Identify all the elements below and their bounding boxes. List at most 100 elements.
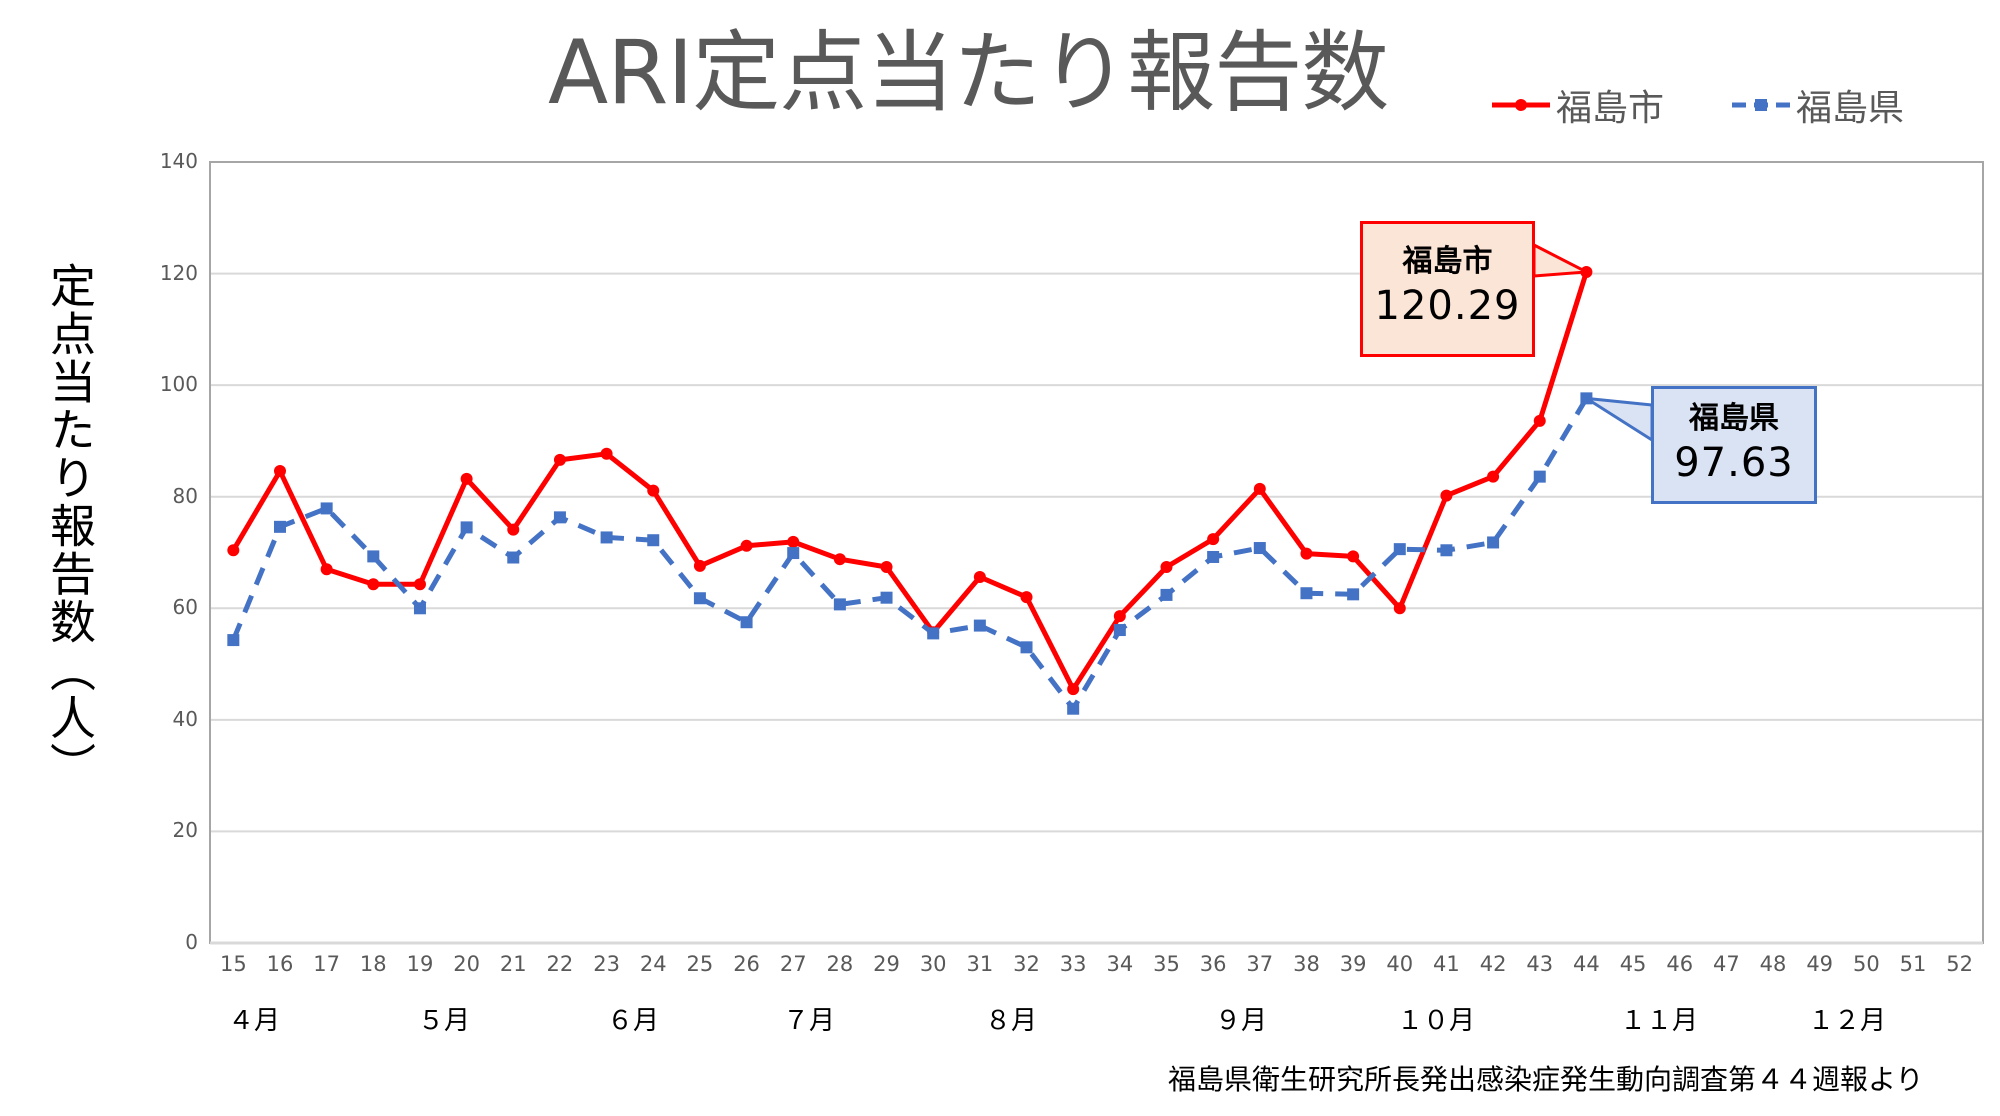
data-point-marker xyxy=(600,531,613,544)
data-point-marker xyxy=(833,553,846,566)
data-point-marker xyxy=(1207,533,1220,546)
data-point-marker xyxy=(1067,702,1080,715)
y-axis-title: 定点当たり報告数（人） xyxy=(43,262,97,790)
x-tick-label: 44 xyxy=(1573,952,1600,976)
x-tick-label: 28 xyxy=(826,952,854,976)
y-tick-label: 120 xyxy=(159,260,198,285)
x-tick-label: 45 xyxy=(1619,952,1647,976)
x-tick-label: 48 xyxy=(1759,952,1787,976)
y-tick-label: 40 xyxy=(172,706,198,731)
callout-pointer xyxy=(1532,242,1592,278)
data-point-marker xyxy=(507,523,520,536)
data-point-marker xyxy=(1113,610,1126,623)
data-point-marker xyxy=(507,551,520,564)
x-tick-label: 25 xyxy=(686,952,714,976)
data-point-marker xyxy=(973,619,986,632)
x-tick-label: 50 xyxy=(1852,952,1880,976)
month-label: １２月 xyxy=(1808,1006,1887,1036)
callout-series-name: 福島市 xyxy=(1402,244,1493,279)
data-point-marker xyxy=(1440,489,1453,502)
x-tick-label: 18 xyxy=(359,952,387,976)
series-line-fukushima-prefecture xyxy=(230,397,1589,712)
legend-item-fukushima-prefecture: 福島県 xyxy=(1732,79,1904,131)
x-tick-label: 47 xyxy=(1713,952,1740,976)
x-tick-label: 22 xyxy=(546,952,574,976)
data-point-marker xyxy=(1347,588,1360,601)
data-point-marker xyxy=(787,535,800,548)
data-point-marker xyxy=(1160,561,1173,574)
data-point-marker xyxy=(367,550,380,563)
x-tick-label: 33 xyxy=(1059,952,1087,976)
x-tick-label: 46 xyxy=(1666,952,1694,976)
data-point-marker xyxy=(367,578,380,591)
data-point-marker xyxy=(973,571,986,584)
callout-fukushima-city: 福島市 120.29 xyxy=(1360,221,1535,357)
data-point-marker xyxy=(833,598,846,611)
data-point-marker xyxy=(1440,544,1453,557)
x-tick-label: 52 xyxy=(1946,952,1974,976)
month-label: ５月 xyxy=(418,1006,471,1036)
month-label: ８月 xyxy=(985,1006,1038,1036)
callout-fukushima-prefecture: 福島県 97.63 xyxy=(1651,386,1817,504)
data-point-marker xyxy=(880,561,893,574)
legend-item-fukushima-city: 福島市 xyxy=(1492,79,1664,131)
data-point-marker xyxy=(553,511,566,524)
x-tick-label: 23 xyxy=(593,952,620,976)
data-point-marker xyxy=(413,602,426,615)
data-point-marker xyxy=(1020,591,1033,604)
x-tick-label: 20 xyxy=(453,952,480,976)
y-tick-label: 0 xyxy=(185,930,198,954)
x-tick-label: 49 xyxy=(1806,952,1834,976)
x-tick-label: 15 xyxy=(219,952,247,976)
callout-value: 97.63 xyxy=(1674,440,1794,486)
y-tick-label: 100 xyxy=(159,372,198,397)
x-tick-label: 19 xyxy=(406,952,434,976)
y-tick-label: 80 xyxy=(172,483,198,508)
data-point-marker xyxy=(880,591,893,604)
x-tick-label: 21 xyxy=(499,952,527,976)
x-tick-label: 37 xyxy=(1246,952,1274,976)
data-point-marker xyxy=(1160,588,1173,601)
callout-pointer xyxy=(1585,396,1654,443)
data-point-marker xyxy=(227,634,240,647)
series-line-fukushima-city xyxy=(231,271,1589,692)
data-point-marker xyxy=(1533,470,1546,483)
legend-line-circle-icon xyxy=(1492,99,1550,111)
data-point-marker xyxy=(1300,587,1313,600)
callout-value: 120.29 xyxy=(1374,283,1521,329)
data-point-marker xyxy=(740,616,753,629)
legend-label: 福島市 xyxy=(1556,88,1665,129)
callout-series-name: 福島県 xyxy=(1689,401,1779,436)
data-point-marker xyxy=(227,544,240,557)
legend-label: 福島県 xyxy=(1796,88,1905,129)
x-tick-label: 17 xyxy=(313,952,340,976)
plot-border xyxy=(209,161,1984,944)
data-point-marker xyxy=(1533,414,1546,427)
data-point-marker xyxy=(1300,547,1313,560)
data-point-marker xyxy=(1393,543,1406,556)
x-tick-label: 31 xyxy=(966,952,994,976)
data-point-marker xyxy=(1253,542,1266,555)
legend: 福島市 福島県 xyxy=(1492,80,1964,130)
data-point-marker xyxy=(1347,550,1360,563)
data-point-marker xyxy=(1393,602,1406,615)
x-tick-label: 24 xyxy=(639,952,667,976)
x-tick-label: 27 xyxy=(779,952,807,976)
x-tick-label: 32 xyxy=(1013,952,1040,976)
month-label: １０月 xyxy=(1397,1006,1476,1036)
x-tick-label: 34 xyxy=(1106,952,1134,976)
month-label: ４月 xyxy=(228,1006,281,1036)
data-point-marker xyxy=(693,592,706,605)
data-point-marker xyxy=(320,502,333,515)
data-point-marker xyxy=(1487,470,1500,483)
data-point-marker xyxy=(787,547,800,560)
data-point-marker xyxy=(1113,624,1126,637)
month-label: ６月 xyxy=(607,1006,660,1036)
x-tick-label: 38 xyxy=(1293,952,1320,976)
x-tick-label: 30 xyxy=(919,952,947,976)
y-tick-label: 20 xyxy=(172,818,198,843)
x-tick-label: 35 xyxy=(1153,952,1180,976)
data-point-marker xyxy=(740,539,753,552)
legend-dashed-square-icon xyxy=(1732,99,1791,111)
